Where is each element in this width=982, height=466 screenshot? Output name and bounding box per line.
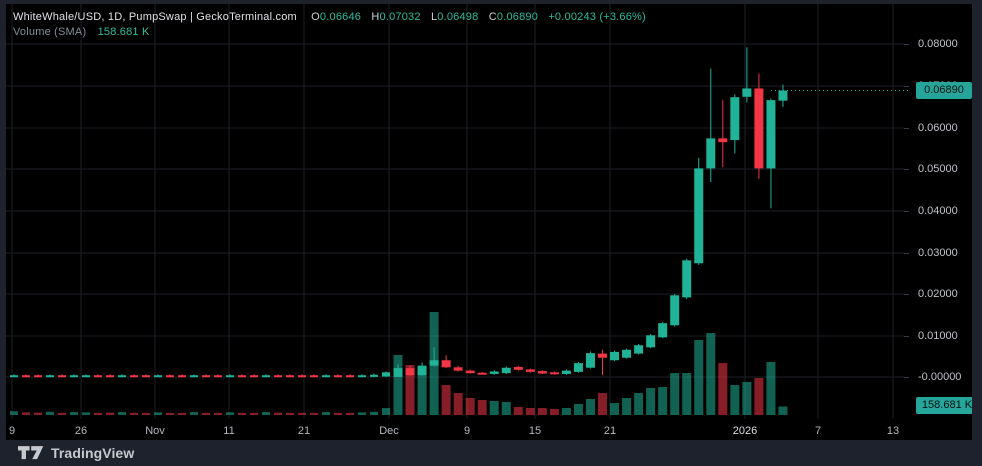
- close-value: 0.06890: [496, 11, 539, 23]
- symbol-title: WhiteWhale/USD, 1D, PumpSwap | GeckoTerm…: [13, 11, 297, 23]
- open-value: 0.06646: [319, 11, 362, 23]
- tradingview-logo-text: TradingView: [51, 445, 135, 461]
- price-axis-tick: [904, 169, 909, 170]
- price-chart-canvas[interactable]: [6, 4, 972, 440]
- volume-indicator-label: Volume (SMA): [13, 26, 87, 38]
- high-label: H: [371, 11, 380, 23]
- price-axis-label: -0.00000: [918, 371, 962, 383]
- change-value: +0.00243 (+3.66%): [548, 11, 646, 23]
- volume-legend[interactable]: Volume (SMA) 158.681 K: [13, 26, 150, 38]
- last-price-badge: 0.06890: [916, 82, 972, 99]
- time-axis-label: 7: [814, 425, 822, 437]
- price-axis-tick: [904, 253, 909, 254]
- high-value: 0.07032: [379, 11, 421, 23]
- time-axis-label: 13: [886, 425, 900, 437]
- time-axis-label: 21: [297, 425, 311, 437]
- price-axis-tick: [904, 294, 909, 295]
- open-label: O: [311, 11, 320, 23]
- price-axis-label: 0.08000: [918, 38, 958, 50]
- time-axis-label: 26: [74, 425, 88, 437]
- tradingview-logo-icon: [18, 445, 44, 459]
- price-axis-tick: [904, 336, 909, 337]
- price-axis-label: 0.03000: [918, 247, 958, 259]
- price-axis-tick: [904, 211, 909, 212]
- low-label: L: [430, 11, 438, 23]
- time-axis-label: 9: [8, 425, 16, 437]
- time-axis-label: 15: [528, 425, 542, 437]
- price-axis-tick: [904, 44, 909, 45]
- price-axis-label: 0.01000: [918, 330, 958, 342]
- volume-badge: 158.681 K: [916, 397, 972, 414]
- chart-panel: WhiteWhale/USD, 1D, PumpSwap | GeckoTerm…: [6, 4, 972, 440]
- time-axis-label: 2026: [732, 425, 758, 437]
- price-axis-tick: [904, 86, 909, 87]
- price-axis-label: 0.05000: [918, 163, 958, 175]
- time-axis-label: 21: [603, 425, 617, 437]
- footer-bar: TradingView: [0, 440, 982, 466]
- volume-indicator-value: 158.681 K: [97, 26, 150, 38]
- price-axis-tick: [904, 128, 909, 129]
- price-axis-label: 0.02000: [918, 288, 958, 300]
- time-axis-label: Nov: [145, 425, 165, 437]
- price-axis-tick: [904, 377, 909, 378]
- time-axis-label: Dec: [379, 425, 399, 437]
- low-value: 0.06498: [437, 11, 479, 23]
- chart-legend[interactable]: WhiteWhale/USD, 1D, PumpSwap | GeckoTerm…: [13, 11, 646, 23]
- tradingview-logo[interactable]: TradingView: [18, 445, 134, 462]
- close-label: C: [488, 11, 497, 23]
- time-axis-label: 11: [223, 425, 235, 437]
- time-axis-label: 9: [463, 425, 471, 437]
- price-axis-label: 0.06000: [918, 122, 958, 134]
- price-axis-label: 0.04000: [918, 205, 958, 217]
